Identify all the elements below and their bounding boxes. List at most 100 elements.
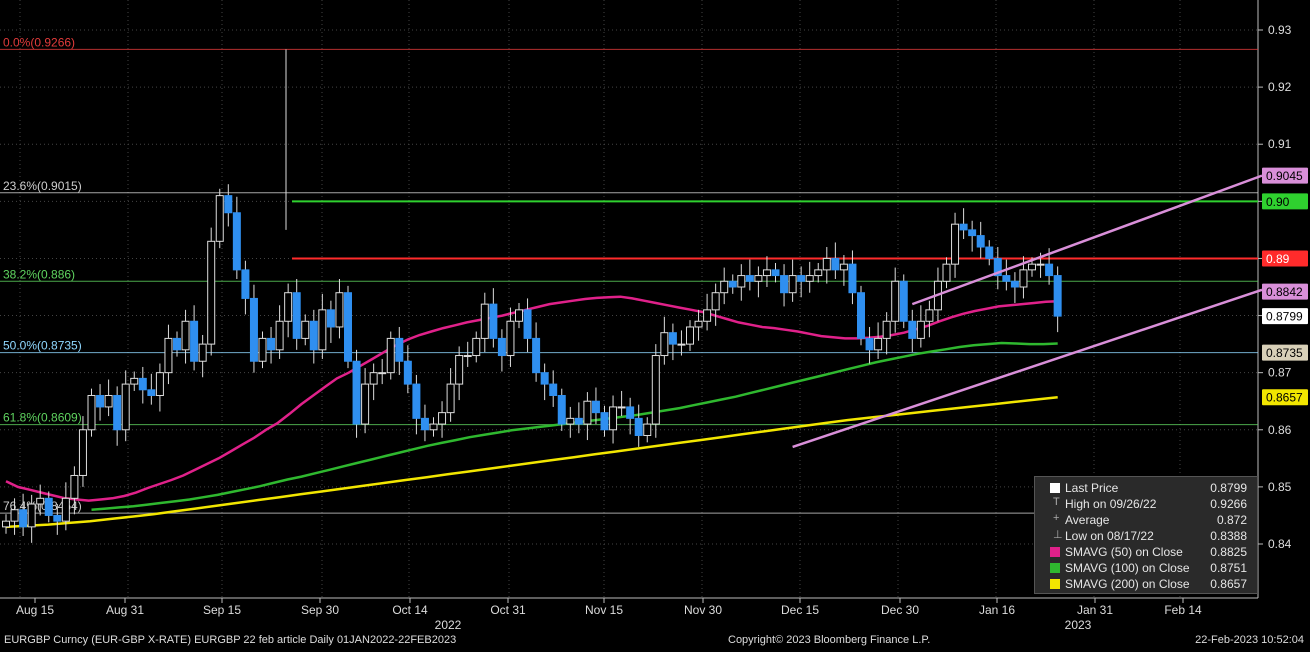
legend-row: Last Price 0.8799: [1035, 480, 1257, 496]
candle-body: [891, 280, 900, 322]
candle-body: [874, 337, 883, 351]
x-tick-label: Dec 30: [881, 603, 919, 617]
candle-body: [540, 372, 549, 385]
candle-body: [224, 195, 233, 214]
candle-body: [865, 337, 874, 351]
candle-body: [497, 337, 506, 357]
legend-label: Last Price: [1065, 481, 1119, 495]
candle-body: [617, 406, 626, 409]
footer-left: EURGBP Curncy (EUR-GBP X-RATE) EURGBP 22…: [4, 634, 457, 646]
price-tag-bg: [1262, 344, 1308, 361]
legend-swatch: [1050, 579, 1060, 589]
x-tick-label: Feb 14: [1164, 603, 1202, 617]
price-tag: 0.8842: [1266, 285, 1303, 299]
candle-body: [686, 326, 694, 345]
candle-body: [96, 395, 105, 408]
legend-swatch: [1050, 483, 1060, 493]
candle-body: [446, 383, 455, 414]
x-tick-label: Oct 31: [490, 603, 526, 617]
candle-body: [190, 320, 199, 362]
candle-body: [275, 320, 284, 351]
candle-body: [395, 337, 404, 362]
legend-marker-icon: ⊥: [1053, 529, 1063, 541]
candle-body: [574, 417, 583, 425]
candle-body: [814, 269, 823, 277]
x-tick-label: Jan 31: [1077, 603, 1113, 617]
candle-body: [532, 337, 541, 374]
fib-level-label: 0.0%(0.9266): [3, 35, 75, 49]
candle-body: [720, 280, 729, 294]
x-tick-label: Nov 15: [585, 603, 623, 617]
candle-body: [515, 309, 523, 322]
candle-body: [113, 395, 122, 431]
legend-label: Low on 08/17/22: [1065, 529, 1154, 543]
x-tick-label: Sep 30: [301, 603, 339, 617]
legend-value: 0.8388: [1210, 529, 1247, 543]
candle-body: [1028, 263, 1036, 271]
price-tag: 0.8799: [1266, 310, 1303, 324]
candle-body: [797, 275, 806, 282]
candle-body: [215, 195, 224, 242]
candle-body: [147, 389, 156, 397]
candle-body: [335, 292, 344, 328]
candle-body: [36, 497, 45, 505]
price-tag-bg: [1262, 250, 1308, 267]
candle-body: [857, 292, 865, 339]
x-tick-label: Dec 15: [781, 603, 819, 617]
legend-value: 0.9266: [1210, 497, 1247, 511]
candle-body: [557, 395, 566, 425]
y-tick-label: 0.91: [1268, 137, 1292, 151]
candle-body: [463, 355, 472, 358]
legend-value: 0.8825: [1210, 545, 1247, 559]
candle-body: [438, 412, 447, 425]
candle-body: [703, 309, 712, 322]
price-tag: 0.9045: [1266, 169, 1303, 183]
price-tag-bg: [1262, 389, 1308, 406]
legend: Last Price 0.8799 T High on 09/26/22 0.9266 +…: [1034, 476, 1258, 594]
candle-body: [155, 372, 164, 397]
candle-body: [87, 395, 96, 431]
candle-body: [882, 320, 891, 339]
legend-label: High on 09/26/22: [1065, 497, 1157, 511]
legend-row: SMAVG (50) on Close 0.8825: [1035, 544, 1257, 560]
legend-label: SMAVG (50) on Close: [1065, 545, 1183, 559]
candle-body: [10, 509, 19, 522]
candle-body: [2, 520, 10, 528]
legend-swatch: [1050, 547, 1060, 557]
candle-body: [326, 309, 335, 328]
candle-body: [925, 309, 934, 322]
legend-label: SMAVG (200) on Close: [1065, 577, 1190, 591]
legend-label: Average: [1065, 513, 1110, 527]
legend-row: SMAVG (100) on Close 0.8751: [1035, 560, 1257, 576]
candle-body: [762, 269, 771, 277]
x-tick-label: Aug 15: [16, 603, 54, 617]
candle-body: [968, 229, 977, 237]
candle-body: [985, 246, 994, 259]
legend-value: 0.872: [1216, 513, 1247, 527]
candle-body: [1053, 275, 1062, 317]
candle-body: [1002, 275, 1011, 282]
channel-line: [792, 288, 1263, 449]
candle-body: [420, 417, 429, 431]
candle-body: [70, 474, 79, 499]
price-tag-bg: [1262, 308, 1308, 325]
x-tick-label: Nov 30: [684, 603, 722, 617]
candle-body: [506, 320, 515, 357]
candle-body: [455, 355, 464, 385]
candle-body: [591, 400, 600, 414]
candle-body: [916, 320, 925, 339]
fib-level-label: 50.0%(0.8735): [3, 339, 82, 353]
candle-body: [164, 337, 173, 374]
fib-level-label: 61.8%(0.8609): [3, 411, 82, 425]
candle-body: [378, 372, 387, 375]
price-tag-bg: [1262, 193, 1308, 210]
candle-body: [318, 309, 327, 351]
candle-body: [711, 292, 720, 311]
candle-body: [344, 292, 352, 362]
candle-body: [780, 275, 789, 294]
candle-body: [737, 275, 746, 288]
x-tick-label: Jan 16: [979, 603, 1015, 617]
candle-body: [53, 514, 62, 522]
candle-body: [634, 417, 643, 436]
